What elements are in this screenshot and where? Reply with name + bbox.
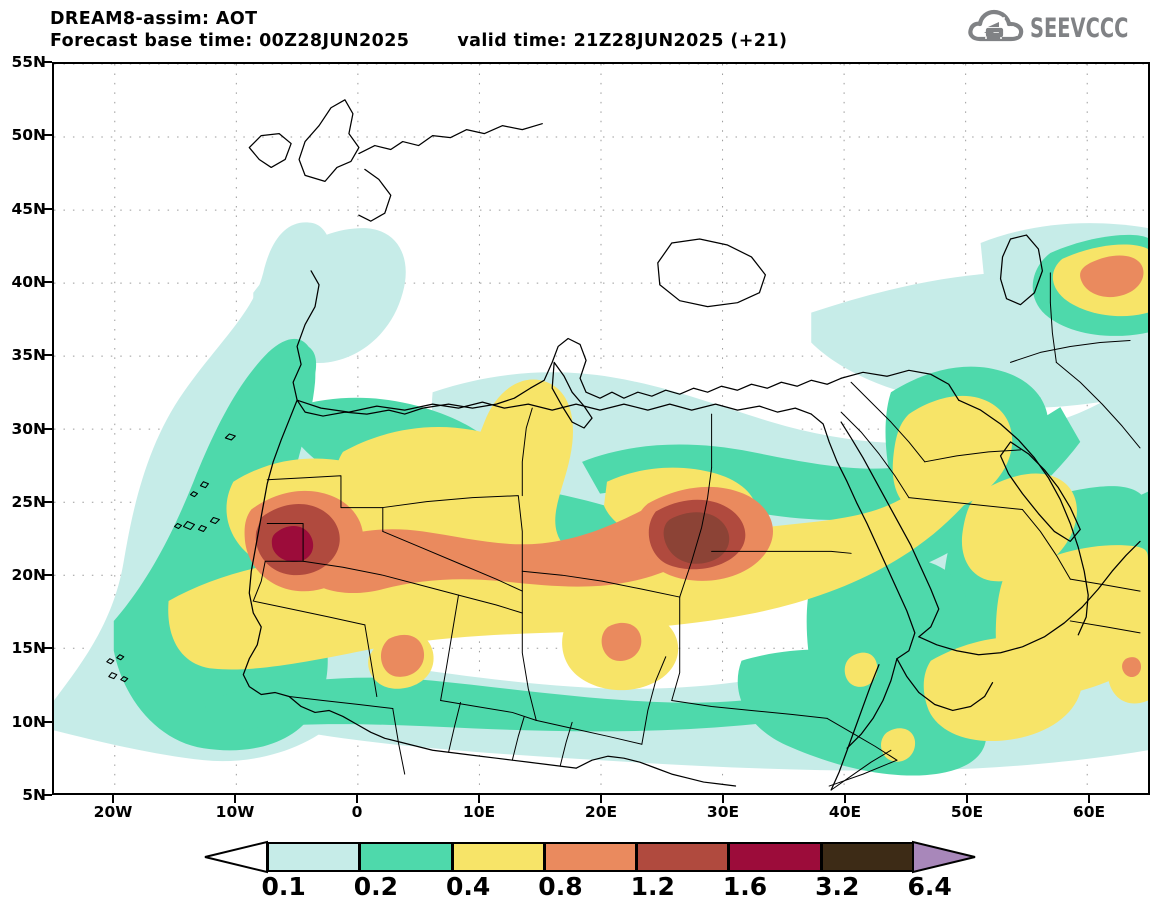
xtick-mark	[722, 795, 724, 803]
xtick-label-50E: 50E	[950, 803, 984, 821]
forecast-base-time: Forecast base time: 00Z28JUN2025	[50, 31, 410, 51]
xtick-label-40E: 40E	[828, 803, 862, 821]
xtick-mark	[844, 795, 846, 803]
xtick-label-10W: 10W	[215, 803, 255, 821]
ytick-label-30N: 30N	[11, 419, 46, 438]
ytick-mark	[44, 427, 52, 430]
ytick-mark	[44, 280, 52, 283]
ytick-label-5N: 5N	[22, 786, 46, 804]
xtick-mark	[966, 795, 968, 803]
time-line: Forecast base time: 00Z28JUN2025 valid t…	[50, 30, 950, 52]
model-title: DREAM8-assim: AOT	[50, 9, 258, 29]
colorbar: 0.1 0.2 0.4 0.8 1.2 1.6 3.2 6.4	[0, 836, 1165, 902]
colorbar-tick-0.8: 0.8	[538, 872, 583, 901]
ytick-mark	[44, 500, 52, 503]
colorbar-tick-0.1: 0.1	[261, 872, 306, 901]
coastline-overlay	[106, 99, 1141, 791]
colorbar-cell-5	[728, 842, 822, 872]
ytick-mark	[44, 61, 52, 63]
seevccc-logo: SEEVCCC	[968, 9, 1153, 47]
colorbar-cells	[267, 842, 914, 872]
ytick-mark	[44, 794, 52, 796]
xtick-mark	[478, 795, 480, 803]
colorbar-cell-1	[359, 842, 453, 872]
aot-contour-field	[54, 222, 1148, 776]
colorbar-over-triangle	[912, 840, 976, 874]
xtick-label-20E: 20E	[584, 803, 618, 821]
colorbar-tick-0.2: 0.2	[353, 872, 399, 901]
ytick-label-20N: 20N	[11, 566, 46, 585]
ytick-mark	[44, 647, 52, 650]
ytick-label-25N: 25N	[11, 492, 46, 511]
ytick-label-55N: 55N	[11, 53, 46, 71]
ytick-mark	[44, 354, 52, 357]
colorbar-under-triangle	[204, 840, 268, 874]
colorbar-cell-4	[636, 842, 730, 872]
ytick-label-35N: 35N	[11, 346, 46, 365]
xtick-mark	[356, 795, 358, 803]
colorbar-cell-2	[451, 842, 545, 872]
ytick-label-15N: 15N	[11, 639, 46, 658]
ytick-label-45N: 45N	[11, 199, 46, 218]
xtick-mark	[112, 795, 114, 803]
xtick-label-20W: 20W	[93, 803, 133, 821]
logo-text: SEEVCCC	[1030, 12, 1129, 44]
colorbar-cell-6	[820, 842, 914, 872]
ytick-label-50N: 50N	[11, 126, 46, 145]
ytick-mark	[44, 207, 52, 210]
cloud-arrow-icon	[968, 9, 1024, 47]
colorbar-tick-0.4: 0.4	[446, 872, 491, 901]
colorbar-tick-6.4: 6.4	[907, 872, 952, 901]
xtick-label-10E: 10E	[462, 803, 496, 821]
map-plot-frame	[52, 62, 1150, 795]
ytick-label-40N: 40N	[11, 272, 46, 291]
valid-time: valid time: 21Z28JUN2025 (+21)	[457, 31, 788, 51]
ytick-mark	[44, 134, 52, 137]
colorbar-tick-3.2: 3.2	[815, 872, 860, 901]
colorbar-tick-1.2: 1.2	[630, 872, 675, 901]
colorbar-cell-3	[543, 842, 638, 872]
chart-header: DREAM8-assim: AOT Forecast base time: 00…	[50, 8, 950, 52]
xtick-mark	[234, 795, 236, 803]
xtick-mark	[1088, 795, 1090, 803]
ytick-mark	[44, 720, 52, 723]
colorbar-cell-0	[267, 842, 361, 872]
xtick-label-0: 0	[351, 803, 363, 821]
colorbar-tick-1.6: 1.6	[722, 872, 768, 901]
ytick-label-10N: 10N	[11, 712, 46, 731]
xtick-mark	[600, 795, 602, 803]
xtick-label-30E: 30E	[706, 803, 740, 821]
xtick-label-60E: 60E	[1072, 803, 1106, 821]
ytick-mark	[44, 574, 52, 577]
